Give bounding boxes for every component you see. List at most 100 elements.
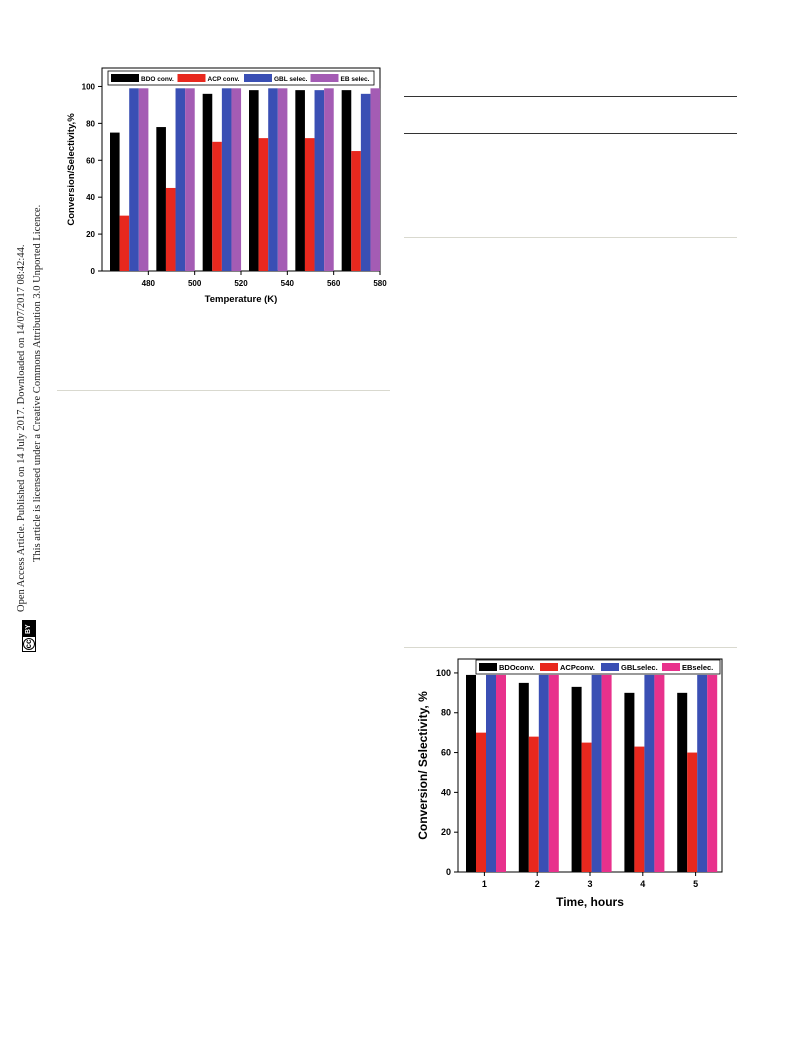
figure-divider-right bbox=[404, 647, 737, 648]
legend-swatch-3 bbox=[662, 663, 680, 671]
bar-bdoconv--2 bbox=[518, 682, 529, 872]
bar-bdoconv--1 bbox=[466, 674, 476, 872]
bar-bdoconv--5 bbox=[677, 692, 688, 872]
bar-acp-conv--470 bbox=[119, 215, 130, 271]
x-tick-label: 3 bbox=[587, 879, 592, 889]
bar-eb-selec--470 bbox=[138, 88, 149, 271]
x-tick-label: 4 bbox=[640, 879, 645, 889]
x-tick-label: 2 bbox=[535, 879, 540, 889]
bar-gblselec--3 bbox=[591, 674, 602, 872]
bar-eb-selec--570 bbox=[370, 88, 381, 271]
by-icon: BY bbox=[23, 621, 35, 637]
cc-by-license-badge[interactable]: cc BY bbox=[22, 620, 36, 652]
bar-gbl-selec--470 bbox=[129, 88, 139, 271]
y-tick-label: 20 bbox=[86, 230, 95, 239]
bar-acpconv--1 bbox=[476, 732, 486, 872]
legend-label-1: ACP conv. bbox=[208, 76, 240, 83]
bar-acpconv--3 bbox=[581, 742, 592, 872]
bar-gblselec--5 bbox=[697, 674, 708, 872]
y-tick-label: 40 bbox=[86, 193, 95, 202]
license-line-cc: This article is licensed under a Creativ… bbox=[32, 204, 43, 562]
table-divider bbox=[404, 237, 737, 238]
y-axis-label: Conversion/Selectivity,% bbox=[66, 113, 77, 226]
time-chart: 0 20 40 60 80 100 1 2 3 4 5 Time, hours Conversion/ … bbox=[416, 658, 723, 909]
x-tick-label: 480 bbox=[142, 279, 156, 288]
bar-bdo-conv--510 bbox=[202, 93, 213, 271]
bar-ebselec--3 bbox=[601, 674, 612, 872]
y-axis-label: Conversion/ Selectivity, % bbox=[416, 691, 430, 840]
legend-box bbox=[107, 70, 375, 86]
bar-gbl-selec--490 bbox=[175, 88, 186, 271]
temperature-chart: 0 20 40 60 80 100 480 500 520 540 560 580 Temperatur… bbox=[66, 67, 387, 305]
legend-label-2: GBLselec. bbox=[621, 663, 658, 672]
table-rule-middle bbox=[404, 133, 737, 134]
bar-gblselec--2 bbox=[538, 674, 549, 872]
legend-swatch-2 bbox=[601, 663, 619, 671]
bar-ebselec--5 bbox=[707, 674, 718, 872]
legend-label-0: BDOconv. bbox=[499, 663, 535, 672]
y-tick-label: 0 bbox=[446, 867, 451, 877]
legend-label-2: GBL selec. bbox=[274, 76, 308, 83]
bar-gblselec--4 bbox=[644, 674, 655, 872]
legend-label-3: EB selec. bbox=[341, 76, 370, 83]
y-tick-label: 100 bbox=[436, 668, 451, 678]
y-tick-label: 60 bbox=[86, 156, 95, 165]
cc-icon: cc bbox=[23, 638, 35, 650]
bar-bdo-conv--570 bbox=[341, 90, 352, 272]
y-tick-label: 60 bbox=[441, 748, 451, 758]
bar-gbl-selec--570 bbox=[360, 93, 371, 271]
bar-ebselec--2 bbox=[548, 674, 559, 872]
bar-bdoconv--4 bbox=[624, 692, 635, 872]
bar-eb-selec--510 bbox=[231, 88, 242, 271]
bar-acpconv--4 bbox=[634, 746, 645, 872]
bar-acp-conv--530 bbox=[258, 138, 269, 271]
bar-eb-selec--550 bbox=[324, 88, 334, 271]
table-rule-top bbox=[404, 96, 737, 97]
legend-swatch-1 bbox=[177, 74, 206, 82]
bar-acp-conv--490 bbox=[165, 187, 176, 271]
y-tick-label: 100 bbox=[82, 82, 96, 91]
bar-acpconv--5 bbox=[687, 752, 698, 872]
x-tick-label: 5 bbox=[693, 879, 698, 889]
x-tick-label: 540 bbox=[281, 279, 295, 288]
bar-gbl-selec--510 bbox=[221, 88, 232, 271]
license-line-open-access: Open Access Article. Published on 14 Jul… bbox=[16, 244, 27, 612]
legend-label-1: ACPconv. bbox=[560, 663, 595, 672]
bar-bdoconv--3 bbox=[571, 686, 582, 872]
legend-swatch-0 bbox=[111, 74, 139, 82]
x-tick-label: 500 bbox=[188, 279, 202, 288]
bar-bdo-conv--550 bbox=[295, 90, 305, 272]
x-tick-label: 1 bbox=[482, 879, 487, 889]
y-tick-label: 20 bbox=[441, 827, 451, 837]
y-tick-label: 80 bbox=[441, 708, 451, 718]
y-tick-label: 80 bbox=[86, 119, 95, 128]
x-tick-label: 580 bbox=[373, 279, 387, 288]
bar-eb-selec--530 bbox=[277, 88, 288, 271]
bar-bdo-conv--530 bbox=[249, 90, 259, 272]
x-axis-label: Time, hours bbox=[556, 895, 624, 909]
bar-gbl-selec--530 bbox=[268, 88, 278, 271]
bar-ebselec--1 bbox=[496, 674, 506, 872]
bar-bdo-conv--470 bbox=[110, 132, 120, 271]
legend-swatch-1 bbox=[540, 663, 558, 671]
x-tick-label: 560 bbox=[327, 279, 341, 288]
legend-swatch-3 bbox=[310, 74, 339, 82]
figure-divider-left bbox=[57, 390, 390, 391]
legend-label-3: EBselec. bbox=[682, 663, 713, 672]
bar-acp-conv--570 bbox=[351, 151, 361, 271]
y-tick-label: 40 bbox=[441, 787, 451, 797]
bar-ebselec--4 bbox=[654, 674, 665, 872]
bar-acp-conv--550 bbox=[304, 138, 315, 271]
bar-gbl-selec--550 bbox=[314, 90, 325, 272]
bar-eb-selec--490 bbox=[185, 88, 195, 271]
legend-swatch-0 bbox=[479, 663, 497, 671]
bar-bdo-conv--490 bbox=[156, 127, 166, 272]
bar-gblselec--1 bbox=[486, 674, 496, 872]
legend-label-0: BDO conv. bbox=[141, 76, 174, 83]
x-axis-label: Temperature (K) bbox=[205, 294, 278, 305]
legend-box bbox=[475, 659, 721, 675]
legend-swatch-2 bbox=[244, 74, 272, 82]
x-tick-label: 520 bbox=[234, 279, 248, 288]
y-tick-label: 0 bbox=[91, 267, 96, 276]
bar-acpconv--2 bbox=[528, 736, 539, 872]
